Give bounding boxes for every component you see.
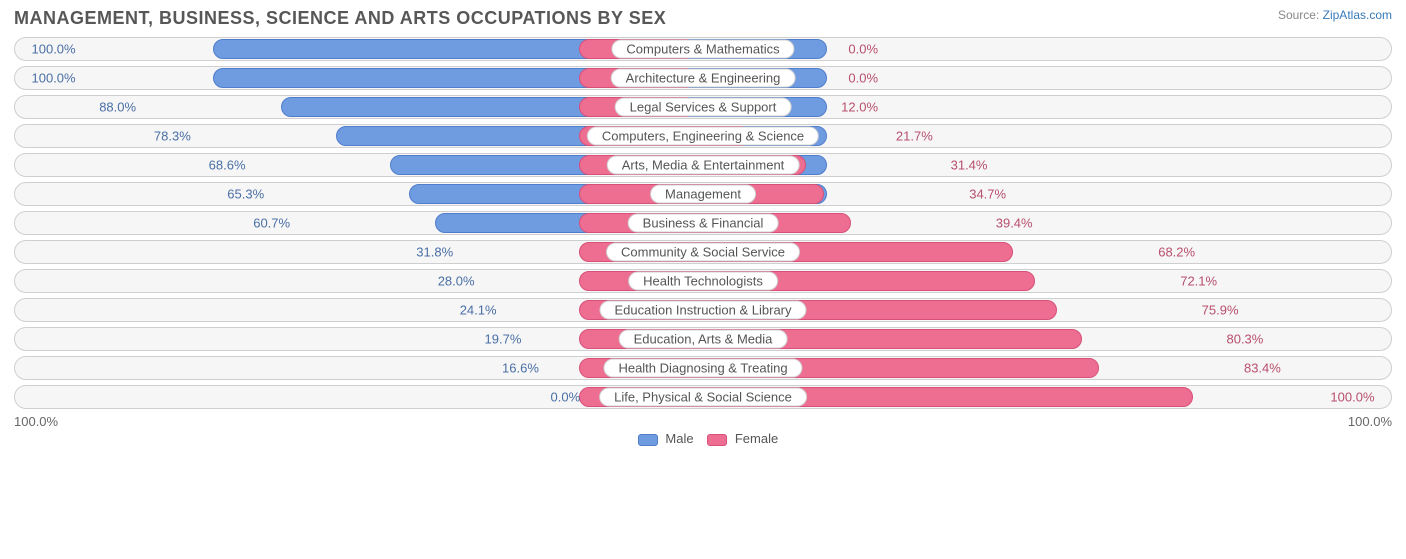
male-value: 19.7% xyxy=(485,332,522,347)
row-track: 100.0% 0.0% Computers & Mathematics xyxy=(14,37,1392,61)
male-value: 100.0% xyxy=(32,71,76,86)
chart-row: 100.0% 0.0% Computers & Mathematics xyxy=(14,37,1392,61)
chart-row: 60.7% 39.4% Business & Financial xyxy=(14,211,1392,235)
chart-row: 24.1% 75.9% Education Instruction & Librar… xyxy=(14,298,1392,322)
male-value: 24.1% xyxy=(460,303,497,318)
legend-label-female: Female xyxy=(735,431,778,446)
female-value: 31.4% xyxy=(951,158,988,173)
female-value: 12.0% xyxy=(841,100,878,115)
male-value: 100.0% xyxy=(32,42,76,57)
female-value: 0.0% xyxy=(848,71,878,86)
chart-row: 28.0% 72.1% Health Technologists xyxy=(14,269,1392,293)
chart-row: 65.3% 34.7% Management xyxy=(14,182,1392,206)
chart-row: 68.6% 31.4% Arts, Media & Entertainment xyxy=(14,153,1392,177)
row-track: 68.6% 31.4% Arts, Media & Entertainment xyxy=(14,153,1392,177)
chart-header: MANAGEMENT, BUSINESS, SCIENCE AND ARTS O… xyxy=(14,8,1392,29)
row-track: 16.6% 83.4% Health Diagnosing & Treating xyxy=(14,356,1392,380)
row-track: 65.3% 34.7% Management xyxy=(14,182,1392,206)
male-value: 16.6% xyxy=(502,361,539,376)
row-track: 0.0% 100.0% Life, Physical & Social Scienc… xyxy=(14,385,1392,409)
source-label: Source: xyxy=(1278,8,1319,22)
row-track: 28.0% 72.1% Health Technologists xyxy=(14,269,1392,293)
male-value: 0.0% xyxy=(551,390,581,405)
row-track: 31.8% 68.2% Community & Social Service xyxy=(14,240,1392,264)
legend-swatch-female xyxy=(707,434,727,446)
chart-row: 16.6% 83.4% Health Diagnosing & Treating xyxy=(14,356,1392,380)
chart-source: Source: ZipAtlas.com xyxy=(1278,8,1392,22)
male-value: 88.0% xyxy=(99,100,136,115)
chart-row: 88.0% 12.0% Legal Services & Support xyxy=(14,95,1392,119)
male-value: 60.7% xyxy=(253,216,290,231)
female-value: 39.4% xyxy=(996,216,1033,231)
female-value: 75.9% xyxy=(1202,303,1239,318)
x-axis: 100.0% 100.0% xyxy=(14,414,1392,429)
category-label: Life, Physical & Social Science xyxy=(599,388,807,407)
axis-right-label: 100.0% xyxy=(1348,414,1392,429)
category-label: Computers & Mathematics xyxy=(611,40,794,59)
male-value: 78.3% xyxy=(154,129,191,144)
female-value: 100.0% xyxy=(1330,390,1374,405)
row-track: 100.0% 0.0% Architecture & Engineering xyxy=(14,66,1392,90)
chart-row: 78.3% 21.7% Computers, Engineering & Scien… xyxy=(14,124,1392,148)
chart-row: 100.0% 0.0% Architecture & Engineering xyxy=(14,66,1392,90)
female-value: 83.4% xyxy=(1244,361,1281,376)
male-value: 31.8% xyxy=(416,245,453,260)
female-value: 0.0% xyxy=(848,42,878,57)
legend-label-male: Male xyxy=(665,431,693,446)
diverging-bar-chart: 100.0%0.0%Computers & Mathematics100.0%0… xyxy=(14,37,1392,409)
chart-row: 31.8% 68.2% Community & Social Service xyxy=(14,240,1392,264)
row-track: 78.3% 21.7% Computers, Engineering & Scien… xyxy=(14,124,1392,148)
category-label: Architecture & Engineering xyxy=(611,69,796,88)
row-track: 60.7% 39.4% Business & Financial xyxy=(14,211,1392,235)
category-label: Legal Services & Support xyxy=(615,98,792,117)
source-link[interactable]: ZipAtlas.com xyxy=(1323,8,1392,22)
legend: Male Female xyxy=(14,431,1392,446)
female-value: 80.3% xyxy=(1226,332,1263,347)
category-label: Health Diagnosing & Treating xyxy=(603,359,802,378)
female-value: 34.7% xyxy=(969,187,1006,202)
category-label: Management xyxy=(650,185,756,204)
chart-title: MANAGEMENT, BUSINESS, SCIENCE AND ARTS O… xyxy=(14,8,666,29)
female-value: 21.7% xyxy=(896,129,933,144)
chart-row: 0.0% 100.0% Life, Physical & Social Scienc… xyxy=(14,385,1392,409)
category-label: Computers, Engineering & Science xyxy=(587,127,819,146)
chart-row: 19.7% 80.3% Education, Arts & Media xyxy=(14,327,1392,351)
male-value: 68.6% xyxy=(209,158,246,173)
female-value: 68.2% xyxy=(1158,245,1195,260)
category-label: Business & Financial xyxy=(628,214,779,233)
row-track: 24.1% 75.9% Education Instruction & Librar… xyxy=(14,298,1392,322)
female-value: 72.1% xyxy=(1180,274,1217,289)
category-label: Health Technologists xyxy=(628,272,778,291)
legend-swatch-male xyxy=(638,434,658,446)
category-label: Community & Social Service xyxy=(606,243,800,262)
row-track: 88.0% 12.0% Legal Services & Support xyxy=(14,95,1392,119)
row-track: 19.7% 80.3% Education, Arts & Media xyxy=(14,327,1392,351)
axis-left-label: 100.0% xyxy=(14,414,58,429)
category-label: Education, Arts & Media xyxy=(619,330,788,349)
category-label: Education Instruction & Library xyxy=(599,301,806,320)
category-label: Arts, Media & Entertainment xyxy=(607,156,800,175)
male-value: 28.0% xyxy=(438,274,475,289)
male-value: 65.3% xyxy=(227,187,264,202)
